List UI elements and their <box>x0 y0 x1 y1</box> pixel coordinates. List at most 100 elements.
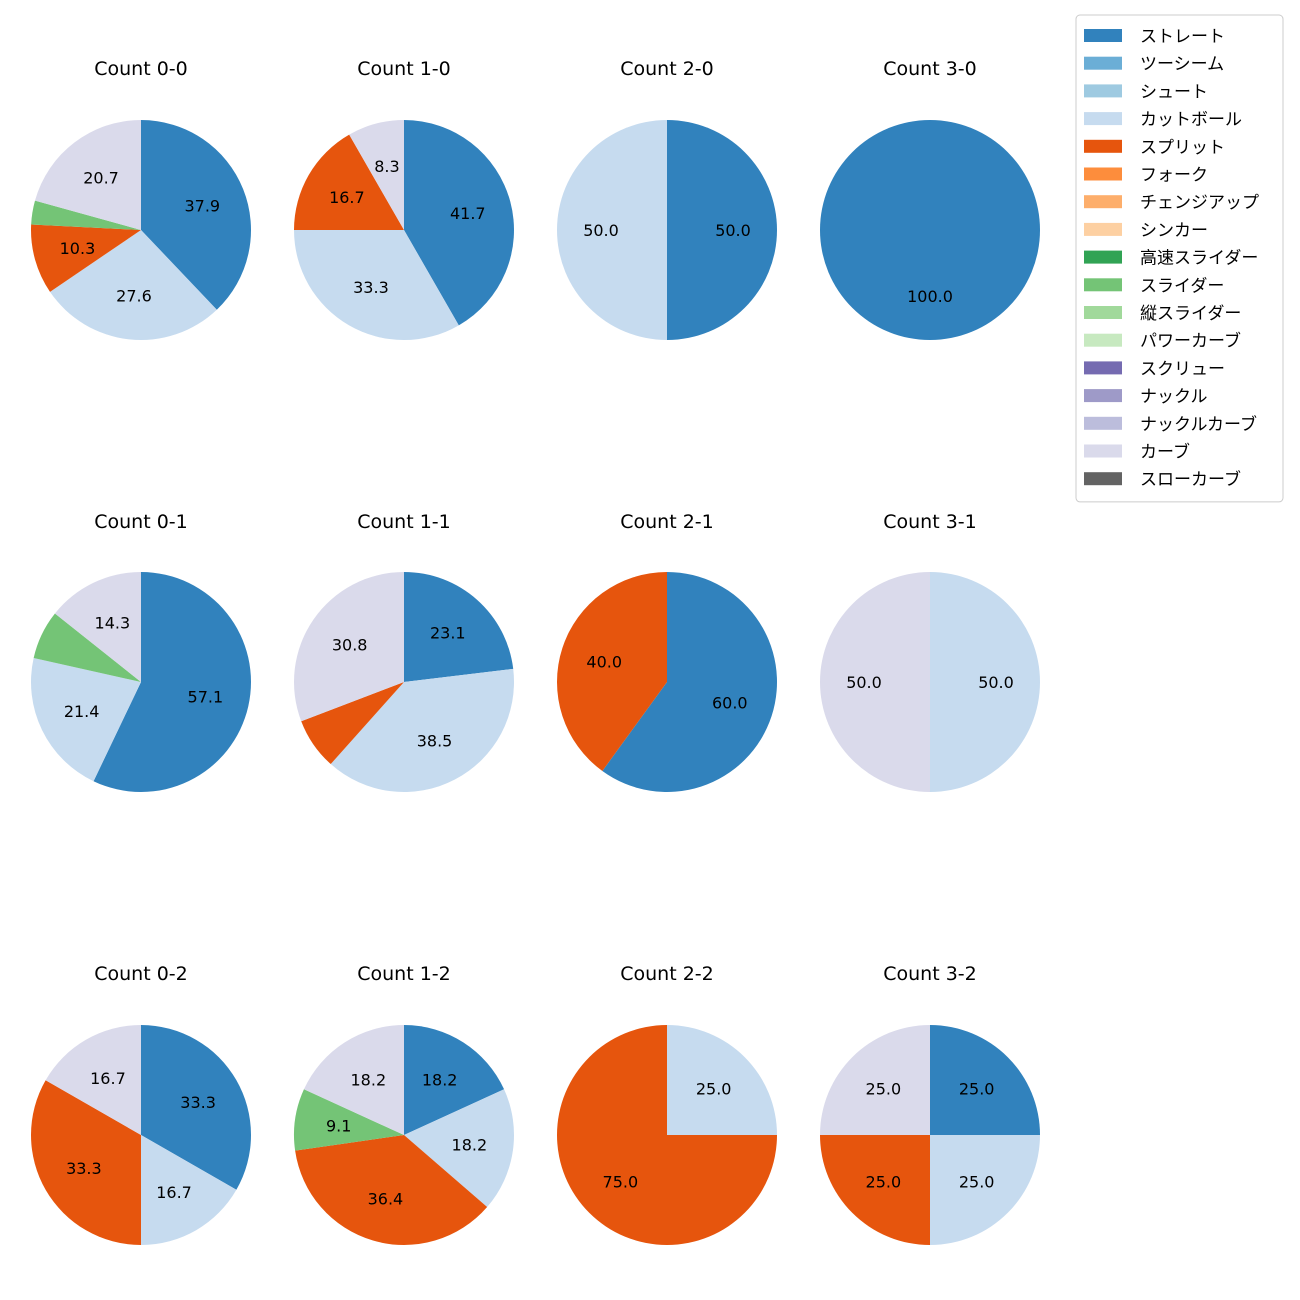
pie-count-0-2: Count 0-2 33.3 16.7 33.3 16.7 <box>31 963 251 1245</box>
pie-count-3-2: Count 3-2 25.0 25.0 25.0 25.0 <box>820 963 1040 1245</box>
pie-slice <box>820 1135 930 1245</box>
pie-title: Count 2-2 <box>620 963 714 985</box>
pie-slice-label: 57.1 <box>188 688 224 707</box>
pie-slice <box>294 134 404 230</box>
pie-slice-label: 25.0 <box>959 1079 995 1098</box>
pie-slice-label: 16.7 <box>329 188 365 207</box>
pie-count-1-0: Count 1-0 41.7 33.3 16.7 8.3 <box>293 58 514 340</box>
pie-slice <box>820 572 930 792</box>
pie-slice <box>31 658 141 782</box>
pie-slice <box>54 572 141 682</box>
pie-slice <box>295 1135 488 1245</box>
pie-slice <box>31 200 142 230</box>
pie-slice <box>50 230 217 340</box>
pie-slice <box>30 224 141 292</box>
pie-slice-label: 38.5 <box>417 732 453 751</box>
legend-label: ツーシーム <box>1140 55 1224 75</box>
pie-title: Count 1-0 <box>357 58 451 80</box>
legend-swatch <box>1084 389 1122 403</box>
pie-title: Count 0-1 <box>94 511 188 533</box>
pie-slice-label: 41.7 <box>450 204 486 223</box>
pie-title: Count 0-2 <box>94 963 188 985</box>
pie-slice-label: 8.3 <box>374 157 399 176</box>
legend-swatch <box>1084 222 1122 236</box>
pie-slice <box>34 120 141 230</box>
legend-swatch <box>1084 444 1122 458</box>
pie-slice <box>141 1135 237 1245</box>
pie-slice-label: 20.7 <box>83 168 119 187</box>
pie-title: Count 0-0 <box>94 58 188 80</box>
pie-title: Count 1-1 <box>357 511 451 533</box>
legend-swatch <box>1084 250 1122 264</box>
pie-count-2-2: Count 2-2 25.0 75.0 <box>557 963 777 1245</box>
legend-label: ナックル <box>1140 387 1208 407</box>
pie-title: Count 1-2 <box>357 963 451 985</box>
pie-slice <box>404 1089 514 1208</box>
legend-swatch <box>1084 112 1122 126</box>
pie-slice-label: 25.0 <box>866 1079 902 1098</box>
legend: ストレートツーシームシュートカットボールスプリットフォークチェンジアップシンカー… <box>1075 14 1284 503</box>
legend-label: ナックルカーブ <box>1140 414 1257 435</box>
pie-slice-label: 16.7 <box>156 1183 192 1202</box>
legend-swatch <box>1084 333 1122 347</box>
pie-slice-label: 27.6 <box>116 287 152 306</box>
legend-label: ストレート <box>1140 27 1225 47</box>
legend-label: スローカーブ <box>1140 469 1241 490</box>
pie-slice <box>349 119 404 230</box>
pie-slice-label: 18.2 <box>351 1070 387 1089</box>
legend-label: シュート <box>1140 82 1208 102</box>
pie-count-0-0: Count 0-0 37.9 27.6 10.3 20.7 <box>30 58 252 340</box>
pie-slice-label: 25.0 <box>696 1079 732 1098</box>
pie-slice-label: 36.4 <box>368 1189 404 1208</box>
pie-count-0-1: Count 0-1 57.1 21.4 14.3 <box>31 511 252 792</box>
legend-label: カーブ <box>1140 442 1190 463</box>
pie-slice <box>930 572 1040 792</box>
pie-slice <box>31 1080 141 1245</box>
pie-count-3-0: Count 3-0 100.0 <box>820 58 1040 340</box>
pie-slice-label: 60.0 <box>712 693 748 712</box>
legend-swatch <box>1084 84 1122 98</box>
legend-swatch <box>1084 139 1122 153</box>
legend-swatch <box>1084 167 1122 181</box>
pie-slice-label: 50.0 <box>583 221 619 240</box>
pie-slice <box>141 120 252 310</box>
pie-slice <box>45 1025 141 1135</box>
legend-swatch <box>1084 361 1122 375</box>
pie-title: Count 3-2 <box>883 963 977 985</box>
pie-count-1-2: Count 1-2 18.2 18.2 36.4 9.1 18.2 <box>293 963 514 1245</box>
legend-label: スライダー <box>1140 276 1224 296</box>
pie-slice <box>33 613 141 682</box>
pie-slice-label: 18.2 <box>452 1135 488 1154</box>
pie-slice-label: 33.3 <box>353 278 389 297</box>
pie-slice <box>93 572 252 792</box>
legend-label: カットボール <box>1140 110 1242 130</box>
pie-slice-label: 50.0 <box>978 673 1014 692</box>
legend-label: パワーカーブ <box>1140 331 1241 352</box>
pie-slice <box>557 1025 777 1245</box>
pie-count-1-1: Count 1-1 23.1 38.5 30.8 <box>293 511 514 792</box>
pie-slice-label: 23.1 <box>430 624 466 643</box>
pie-charts: Count 0-0 37.9 27.6 10.3 20.7 Count 1-0 41.7 33… <box>30 58 1040 1245</box>
pie-slice-label: 50.0 <box>846 673 882 692</box>
pie-slice-label: 14.3 <box>95 614 131 633</box>
pie-slice-label: 30.8 <box>332 636 368 655</box>
pie-slice-label: 18.2 <box>422 1070 458 1089</box>
pie-slice <box>602 572 777 793</box>
legend-label: スプリット <box>1140 138 1225 158</box>
legend-swatch <box>1084 56 1122 70</box>
pie-slice <box>820 120 1040 340</box>
pie-title: Count 2-1 <box>620 511 714 533</box>
legend-frame <box>1075 14 1284 503</box>
pie-slice <box>667 120 777 340</box>
legend-swatch <box>1084 278 1122 292</box>
pie-slice-label: 100.0 <box>907 287 953 306</box>
pie-slice-label: 33.3 <box>180 1093 216 1112</box>
pie-slice-label: 75.0 <box>603 1173 639 1192</box>
legend-label: シンカー <box>1140 221 1208 241</box>
pie-slice <box>293 572 404 722</box>
legend-label: 縦スライダー <box>1140 304 1241 324</box>
pie-slice-label: 9.1 <box>326 1117 351 1136</box>
pie-slice <box>930 1135 1040 1245</box>
pie-slice-label: 16.7 <box>90 1069 126 1088</box>
pie-count-3-1: Count 3-1 50.0 50.0 <box>820 511 1040 792</box>
